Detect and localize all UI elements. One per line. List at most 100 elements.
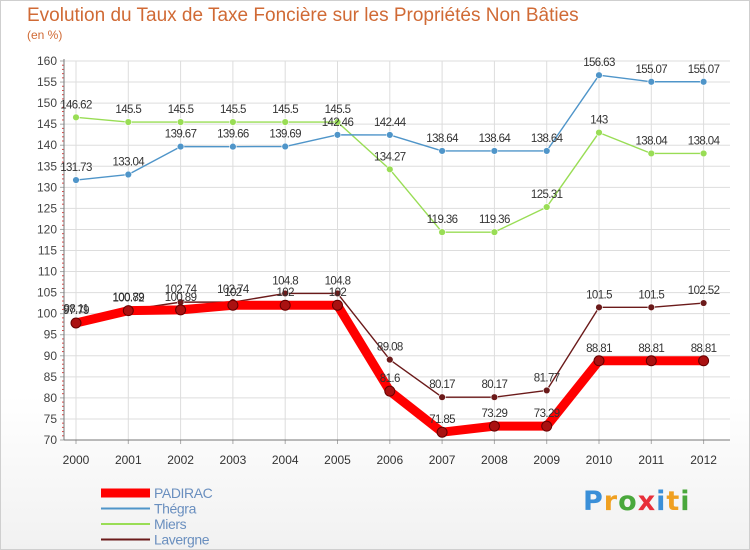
- data-point: [176, 142, 185, 151]
- data-label: 131.73: [60, 162, 92, 174]
- data-label: 88.81: [638, 343, 664, 355]
- data-point: [386, 165, 394, 174]
- data-label: 134.27: [374, 151, 406, 163]
- data-point: [386, 131, 394, 139]
- x-tick-label: 2007: [429, 453, 456, 467]
- data-point: [229, 142, 237, 151]
- data-label: 102: [224, 287, 242, 299]
- x-tick-label: 2009: [533, 453, 560, 467]
- data-label: 139.66: [217, 129, 249, 141]
- data-label: 145.5: [272, 104, 298, 116]
- y-tick-label: 105: [37, 286, 57, 300]
- logo-letter: o: [618, 486, 638, 517]
- data-point: [490, 393, 499, 401]
- data-point: [227, 299, 239, 311]
- data-point: [647, 303, 655, 312]
- y-tick-label: 70: [44, 433, 58, 447]
- data-point: [490, 228, 499, 236]
- y-tick-label: 130: [37, 180, 57, 194]
- x-tick-label: 2002: [167, 453, 194, 467]
- logo-letter: x: [637, 486, 657, 517]
- data-label: 146.62: [60, 99, 92, 111]
- series-thgra: 131.73 133.04 139.67 139.66 139.69 142.46 142.…: [60, 57, 720, 184]
- data-label: 138.04: [688, 135, 721, 147]
- data-label: 138.64: [426, 133, 459, 145]
- data-label: 155.07: [688, 64, 720, 76]
- data-point: [542, 147, 551, 155]
- data-point: [333, 118, 342, 126]
- y-tick-label: 100: [37, 307, 57, 321]
- y-tick-label: 140: [37, 138, 57, 152]
- series-miers: 146.62 145.5 145.5 145.5 145.5 145.5 134.27 119…: [60, 99, 721, 236]
- data-point: [647, 149, 655, 158]
- data-label: 125.31: [531, 189, 563, 201]
- data-label: 102.74: [217, 284, 250, 296]
- data-point: [124, 118, 133, 126]
- y-tick-label: 85: [44, 370, 58, 384]
- data-label: 138.04: [636, 135, 669, 147]
- legend-label: Miers: [154, 516, 187, 532]
- data-label: 139.67: [165, 129, 197, 141]
- data-label: 101.5: [638, 289, 664, 301]
- data-label: 119.36: [479, 214, 510, 226]
- data-label: 101.5: [586, 289, 612, 301]
- data-point: [699, 299, 708, 307]
- y-tick-label: 95: [44, 328, 58, 342]
- data-point: [542, 386, 551, 395]
- data-point: [333, 289, 342, 298]
- data-point: [176, 118, 185, 126]
- data-label: 145.5: [115, 104, 141, 116]
- data-point: [72, 113, 80, 122]
- data-label: 81.77: [534, 372, 560, 384]
- data-point: [333, 131, 342, 139]
- data-label: 102.74: [165, 284, 198, 296]
- data-label: 102: [329, 287, 347, 299]
- chart-title: Evolution du Taux de Taxe Foncière sur l…: [27, 5, 579, 26]
- y-tick-label: 90: [44, 349, 58, 363]
- data-point: [698, 355, 710, 367]
- data-label: 142.46: [322, 117, 354, 129]
- data-label: 73.29: [482, 408, 508, 420]
- data-point: [647, 78, 655, 86]
- data-point: [488, 420, 500, 432]
- data-point: [542, 203, 551, 211]
- logo-letter: P: [583, 486, 604, 517]
- data-label: 73.29: [534, 408, 560, 420]
- x-tick-label: 2006: [376, 453, 403, 467]
- y-tick-label: 145: [37, 117, 57, 131]
- data-point: [122, 305, 134, 317]
- y-tick-label: 120: [37, 222, 57, 236]
- data-point: [490, 147, 499, 155]
- data-point: [595, 303, 603, 312]
- data-point: [124, 170, 133, 179]
- data-point: [70, 317, 82, 329]
- data-label: 100.89: [165, 292, 197, 304]
- legend-label: PADIRAC: [154, 485, 213, 501]
- data-label: 156.63: [583, 57, 615, 69]
- x-tick-label: 2011: [638, 453, 664, 467]
- x-tick-label: 2004: [272, 453, 299, 467]
- proxiti-logo: Proxiti: [583, 486, 691, 517]
- data-point: [438, 393, 446, 401]
- data-point: [175, 304, 187, 316]
- data-label: 97.79: [63, 305, 89, 317]
- y-tick-label: 110: [38, 265, 57, 279]
- data-label: 89.08: [377, 342, 403, 354]
- x-tick-label: 2008: [481, 453, 508, 467]
- data-label: 145.5: [325, 104, 351, 116]
- data-point: [436, 426, 448, 438]
- x-tick-label: 2000: [63, 453, 90, 467]
- data-label: 138.64: [479, 133, 512, 145]
- data-label: 143: [590, 115, 608, 127]
- data-point: [281, 142, 289, 151]
- data-label: 155.07: [636, 64, 668, 76]
- data-point: [72, 176, 80, 184]
- data-label: 119.36: [427, 214, 458, 226]
- data-label: 88.81: [586, 343, 612, 355]
- data-label: 71.85: [429, 414, 455, 426]
- x-tick-label: 2001: [115, 453, 142, 467]
- y-tick-label: 115: [38, 244, 57, 258]
